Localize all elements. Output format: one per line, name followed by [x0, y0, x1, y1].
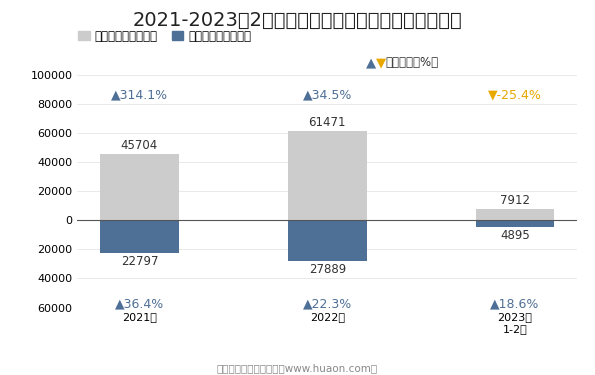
Text: 同比增速（%）: 同比增速（%） [386, 57, 439, 69]
Text: 制图：华经产业研究院（www.huaon.com）: 制图：华经产业研究院（www.huaon.com） [217, 363, 378, 373]
Text: ▼: ▼ [376, 57, 386, 69]
Text: ▲36.4%: ▲36.4% [115, 297, 164, 310]
Text: 61471: 61471 [308, 116, 346, 129]
Text: ▲22.3%: ▲22.3% [303, 297, 352, 310]
Bar [288, 220, 367, 261]
Text: ▲: ▲ [366, 57, 376, 69]
Text: ▲18.6%: ▲18.6% [490, 297, 540, 310]
Text: 7912: 7912 [500, 194, 530, 207]
Bar [475, 220, 555, 227]
Text: ▲314.1%: ▲314.1% [111, 88, 168, 101]
Text: 45704: 45704 [121, 139, 158, 152]
Legend: 出口总额（万美元）, 进口总额（万美元）: 出口总额（万美元）, 进口总额（万美元） [73, 25, 256, 48]
Text: ▲34.5%: ▲34.5% [303, 88, 352, 101]
Text: 22797: 22797 [121, 255, 158, 268]
Bar [475, 209, 555, 220]
Bar [288, 131, 367, 220]
Text: 4895: 4895 [500, 229, 530, 242]
Text: 27889: 27889 [309, 262, 346, 276]
Text: ▼-25.4%: ▼-25.4% [488, 88, 542, 101]
Bar [100, 220, 179, 254]
Text: 2021-2023年2月珠澳跨境工业区珠海园区进、出口额: 2021-2023年2月珠澳跨境工业区珠海园区进、出口额 [133, 11, 462, 30]
Bar [100, 154, 179, 220]
